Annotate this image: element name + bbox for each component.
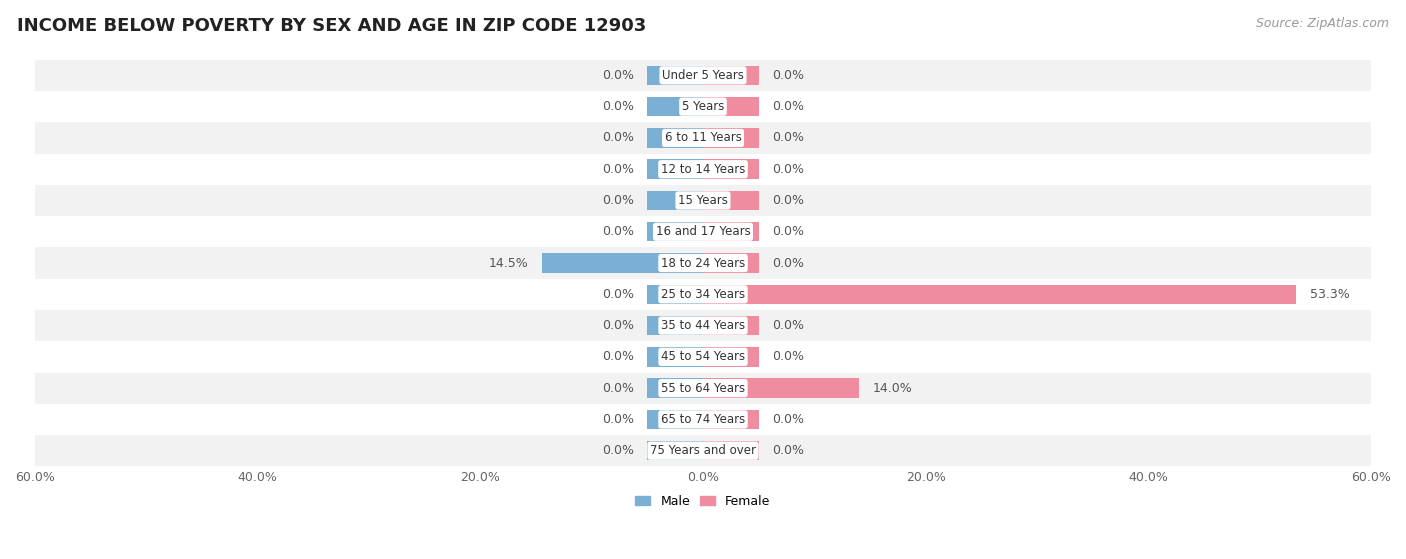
Text: 0.0%: 0.0% bbox=[602, 444, 634, 457]
Bar bbox=[647, 285, 703, 304]
Text: 0.0%: 0.0% bbox=[602, 382, 634, 395]
Text: 45 to 54 Years: 45 to 54 Years bbox=[661, 350, 745, 363]
Text: Source: ZipAtlas.com: Source: ZipAtlas.com bbox=[1256, 17, 1389, 30]
Bar bbox=[35, 248, 1371, 279]
Bar bbox=[703, 410, 759, 429]
Bar bbox=[35, 372, 1371, 404]
Text: 5 Years: 5 Years bbox=[682, 100, 724, 113]
Bar bbox=[647, 316, 703, 335]
Bar bbox=[647, 159, 703, 179]
Bar bbox=[35, 279, 1371, 310]
Text: 35 to 44 Years: 35 to 44 Years bbox=[661, 319, 745, 332]
Text: 14.5%: 14.5% bbox=[488, 257, 529, 269]
Text: 0.0%: 0.0% bbox=[772, 350, 804, 363]
Text: 0.0%: 0.0% bbox=[772, 225, 804, 238]
Bar bbox=[703, 159, 759, 179]
Text: 6 to 11 Years: 6 to 11 Years bbox=[665, 131, 741, 144]
Text: 0.0%: 0.0% bbox=[602, 100, 634, 113]
Bar bbox=[35, 404, 1371, 435]
Bar bbox=[647, 128, 703, 148]
Text: 0.0%: 0.0% bbox=[772, 413, 804, 426]
Bar bbox=[703, 441, 759, 461]
Text: 0.0%: 0.0% bbox=[772, 100, 804, 113]
Text: 25 to 34 Years: 25 to 34 Years bbox=[661, 288, 745, 301]
Bar bbox=[35, 435, 1371, 466]
Bar bbox=[647, 378, 703, 398]
Bar bbox=[647, 410, 703, 429]
Bar bbox=[647, 222, 703, 241]
Text: 0.0%: 0.0% bbox=[772, 131, 804, 144]
Bar bbox=[703, 191, 759, 210]
Text: 14.0%: 14.0% bbox=[872, 382, 912, 395]
Bar bbox=[35, 341, 1371, 372]
Text: 12 to 14 Years: 12 to 14 Years bbox=[661, 163, 745, 176]
Text: 15 Years: 15 Years bbox=[678, 194, 728, 207]
Text: 0.0%: 0.0% bbox=[602, 163, 634, 176]
Text: Under 5 Years: Under 5 Years bbox=[662, 69, 744, 82]
Text: 0.0%: 0.0% bbox=[772, 257, 804, 269]
Text: 0.0%: 0.0% bbox=[772, 163, 804, 176]
Bar bbox=[35, 60, 1371, 91]
Bar bbox=[35, 310, 1371, 341]
Bar bbox=[541, 253, 703, 273]
Legend: Male, Female: Male, Female bbox=[630, 490, 776, 513]
Text: 55 to 64 Years: 55 to 64 Years bbox=[661, 382, 745, 395]
Bar bbox=[647, 441, 703, 461]
Bar bbox=[35, 154, 1371, 185]
Text: 16 and 17 Years: 16 and 17 Years bbox=[655, 225, 751, 238]
Text: 0.0%: 0.0% bbox=[772, 69, 804, 82]
Text: 53.3%: 53.3% bbox=[1310, 288, 1350, 301]
Text: 0.0%: 0.0% bbox=[602, 413, 634, 426]
Text: INCOME BELOW POVERTY BY SEX AND AGE IN ZIP CODE 12903: INCOME BELOW POVERTY BY SEX AND AGE IN Z… bbox=[17, 17, 647, 35]
Bar bbox=[703, 128, 759, 148]
Text: 0.0%: 0.0% bbox=[772, 194, 804, 207]
Bar bbox=[35, 185, 1371, 216]
Bar bbox=[647, 65, 703, 85]
Bar bbox=[647, 191, 703, 210]
Bar bbox=[703, 378, 859, 398]
Bar bbox=[703, 285, 1296, 304]
Text: 0.0%: 0.0% bbox=[602, 131, 634, 144]
Bar bbox=[703, 316, 759, 335]
Bar bbox=[703, 65, 759, 85]
Text: 18 to 24 Years: 18 to 24 Years bbox=[661, 257, 745, 269]
Bar bbox=[647, 97, 703, 116]
Bar bbox=[35, 216, 1371, 248]
Text: 0.0%: 0.0% bbox=[602, 225, 634, 238]
Text: 0.0%: 0.0% bbox=[602, 69, 634, 82]
Bar bbox=[703, 347, 759, 367]
Bar bbox=[35, 91, 1371, 122]
Text: 0.0%: 0.0% bbox=[772, 319, 804, 332]
Bar bbox=[703, 222, 759, 241]
Bar bbox=[703, 253, 759, 273]
Text: 0.0%: 0.0% bbox=[602, 288, 634, 301]
Text: 0.0%: 0.0% bbox=[602, 194, 634, 207]
Bar bbox=[35, 122, 1371, 154]
Text: 0.0%: 0.0% bbox=[772, 444, 804, 457]
Text: 75 Years and over: 75 Years and over bbox=[650, 444, 756, 457]
Bar bbox=[703, 97, 759, 116]
Text: 0.0%: 0.0% bbox=[602, 319, 634, 332]
Text: 0.0%: 0.0% bbox=[602, 350, 634, 363]
Text: 65 to 74 Years: 65 to 74 Years bbox=[661, 413, 745, 426]
Bar bbox=[647, 347, 703, 367]
